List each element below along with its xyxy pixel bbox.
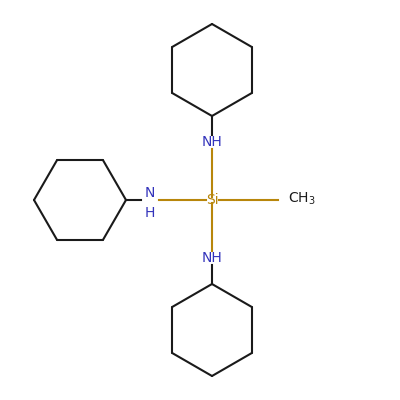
Text: NH: NH — [202, 135, 222, 149]
Text: H: H — [145, 206, 155, 220]
Text: NH: NH — [202, 251, 222, 265]
Text: Si: Si — [206, 193, 218, 207]
Text: N: N — [145, 186, 155, 200]
Text: CH$_3$: CH$_3$ — [288, 191, 316, 207]
